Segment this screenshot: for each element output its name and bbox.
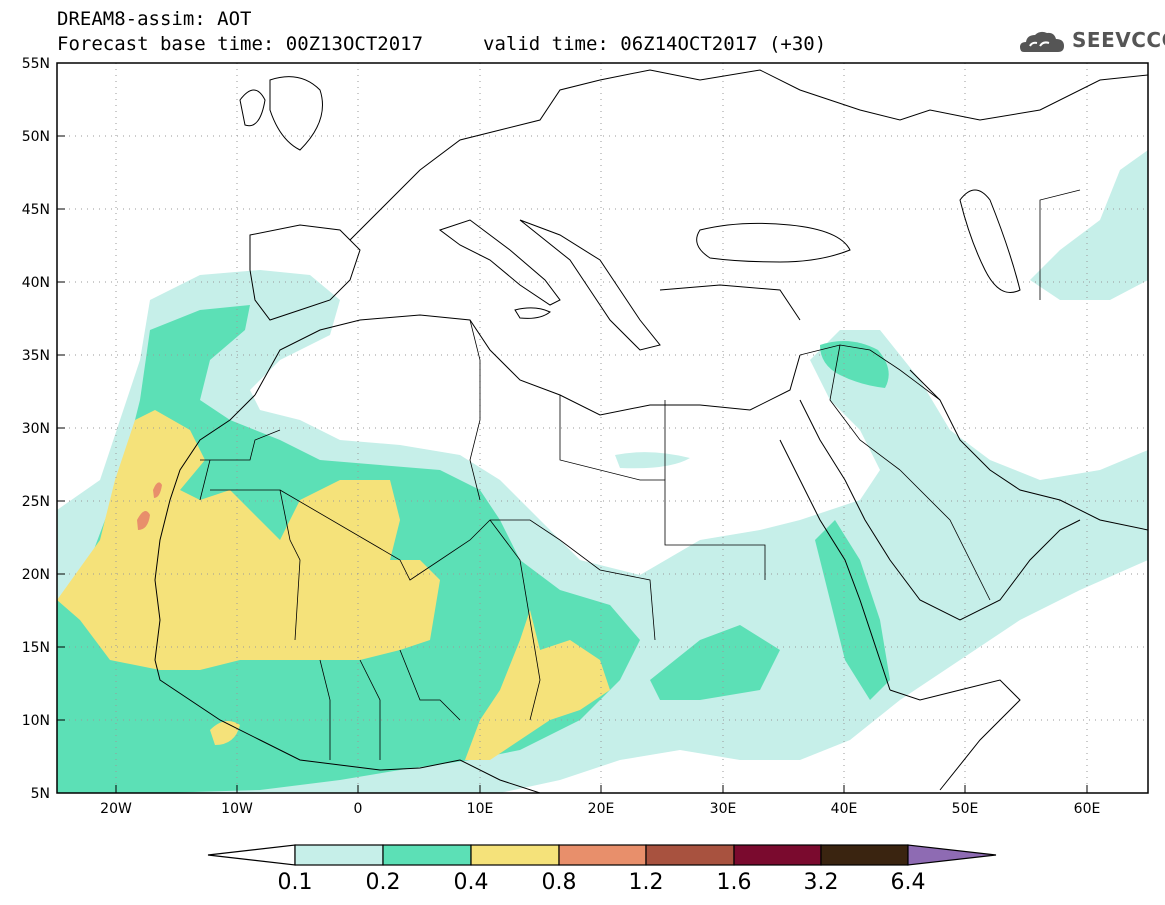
lat-label: 45N — [22, 202, 50, 218]
aot-field — [57, 150, 1148, 793]
colorbar-segment — [382, 844, 472, 866]
lon-label: 60E — [1074, 801, 1101, 817]
aot-region-mid-redsea — [815, 520, 890, 700]
colorbar-segment — [470, 844, 560, 866]
lon-label: 20E — [588, 801, 615, 817]
lat-label: 5N — [31, 786, 50, 802]
lat-label: 25N — [22, 494, 50, 510]
chart-title: DREAM8-assim: AOT — [57, 8, 252, 30]
aot-region-low-northeast — [1030, 150, 1148, 300]
lon-label: 10E — [467, 801, 494, 817]
lon-label: 20W — [100, 801, 132, 817]
aot-region-high-spot — [210, 721, 240, 745]
lat-label: 15N — [22, 640, 50, 656]
colorbar-segment — [907, 844, 997, 866]
colorbar-label: 6.4 — [890, 870, 926, 895]
lon-label: 30E — [710, 801, 737, 817]
forecast-base-time: Forecast base time: 00Z13OCT2017 — [57, 33, 424, 55]
colorbar-segment — [820, 844, 909, 866]
axis-ticks — [57, 135, 1088, 793]
lat-label: 30N — [22, 421, 50, 437]
lon-label: 0 — [354, 801, 363, 817]
aot-region-mid-sudan — [650, 625, 780, 700]
colorbar — [207, 844, 997, 866]
valid-time: valid time: 06Z14OCT2017 (+30) — [483, 33, 827, 55]
latitude-labels: 55N 50N 45N 40N 35N 30N 25N 20N 15N 10N … — [22, 56, 50, 802]
aot-region-low-libya — [615, 452, 690, 469]
cloud-logo-icon — [1020, 31, 1064, 52]
aot-region-peak-1 — [137, 511, 150, 530]
coastlines — [154, 69, 1148, 793]
lat-label: 50N — [22, 129, 50, 145]
colorbar-segment — [207, 844, 296, 866]
aot-region-mid-iraq — [820, 341, 889, 388]
lat-label: 40N — [22, 275, 50, 291]
lat-label: 55N — [22, 56, 50, 72]
lon-label: 40E — [831, 801, 858, 817]
logo-text: SEEVCCC — [1072, 28, 1165, 52]
aot-region-peak-2 — [153, 482, 162, 498]
colorbar-label: 0.4 — [453, 870, 489, 895]
lon-label: 10W — [221, 801, 253, 817]
colorbar-label: 0.8 — [541, 870, 577, 895]
longitude-labels: 20W 10W 0 10E 20E 30E 40E 50E 60E — [100, 801, 1100, 817]
colorbar-segment — [294, 844, 384, 866]
colorbar-label: 1.6 — [716, 870, 752, 895]
country-borders — [199, 189, 1081, 760]
lat-label: 35N — [22, 348, 50, 364]
colorbar-segment — [733, 844, 822, 866]
colorbar-segment — [645, 844, 735, 866]
aot-region-high-west — [57, 410, 440, 670]
lat-label: 20N — [22, 567, 50, 583]
lat-label: 10N — [22, 713, 50, 729]
colorbar-segment — [558, 844, 647, 866]
lon-label: 50E — [952, 801, 979, 817]
colorbar-label: 3.2 — [803, 870, 839, 895]
colorbar-label: 1.2 — [628, 870, 664, 895]
colorbar-label: 0.1 — [277, 870, 313, 895]
colorbar-label: 0.2 — [365, 870, 401, 895]
